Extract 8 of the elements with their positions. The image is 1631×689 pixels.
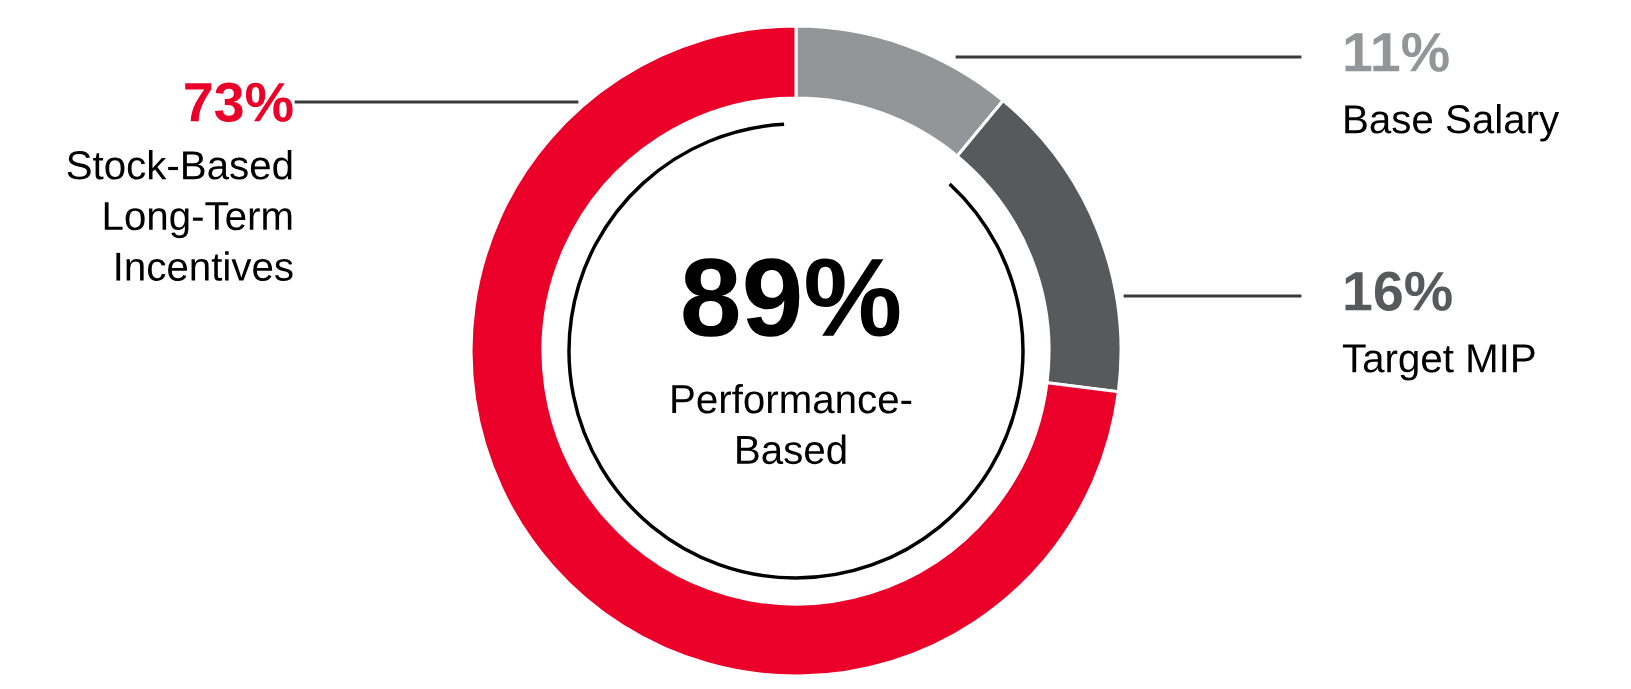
text: Performance- Based <box>672 383 912 465</box>
slice-label: Base Salary <box>1345 104 1560 142</box>
data-label: 73% <box>185 82 293 122</box>
slice-label: Target MIP <box>1342 344 1535 381</box>
text: 89% <box>683 258 900 337</box>
slice-label: Stock-Based Long-Term Incentives <box>67 150 293 281</box>
data-label: 11% <box>1345 32 1449 72</box>
data-label: 16% <box>1345 271 1452 311</box>
